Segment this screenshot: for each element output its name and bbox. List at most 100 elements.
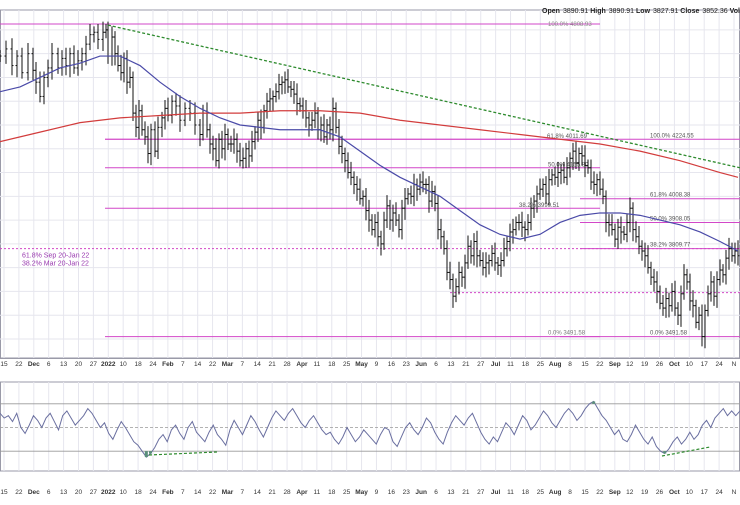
rsi-x-tick-label: 22 bbox=[596, 489, 604, 496]
price-x-tick-label: Feb bbox=[162, 361, 174, 368]
rsi-x-tick-label: 20 bbox=[75, 489, 83, 496]
price-panel-frame bbox=[0, 9, 740, 359]
rsi-x-tick-label: 26 bbox=[656, 489, 664, 496]
rsi-x-tick-label: 10 bbox=[120, 489, 128, 496]
rsi-x-tick-label: Jul bbox=[491, 489, 501, 496]
rsi-x-tick-label: Mar bbox=[222, 489, 234, 496]
high-value: 3890.91 bbox=[608, 8, 635, 15]
price-x-tick-label: 24 bbox=[149, 361, 157, 368]
price-x-tick-label: 19 bbox=[641, 361, 649, 368]
ma50-line bbox=[0, 55, 739, 252]
rsi-x-tick-label: Dec bbox=[28, 489, 40, 496]
price-x-tick-label: 11 bbox=[313, 361, 320, 368]
price-x-tick-label: 27 bbox=[477, 361, 485, 368]
rsi-x-tick-label: 28 bbox=[283, 489, 291, 496]
price-x-tick-label: 21 bbox=[462, 361, 470, 368]
close-value: 3852.36 bbox=[702, 8, 728, 15]
price-x-tick-label: 12 bbox=[626, 361, 634, 368]
rsi-x-tick-label: N bbox=[732, 489, 737, 496]
fib-label-set1: 38.2% 3999.51 bbox=[519, 203, 560, 209]
rsi-x-tick-label: 14 bbox=[254, 489, 262, 496]
price-x-tick-label: 16 bbox=[388, 361, 396, 368]
fib-label-set1: 61.8% 4011.69 bbox=[547, 134, 588, 140]
fib-label-set2: 61.8% 4008.38 bbox=[650, 193, 691, 199]
rsi-x-tick-label: 11 bbox=[507, 489, 514, 496]
rsi-x-tick-label: 27 bbox=[477, 489, 485, 496]
rsi-divergence-line bbox=[661, 446, 711, 457]
rsi-x-tick-label: 18 bbox=[134, 489, 142, 496]
rsi-x-tick-label: 24 bbox=[149, 489, 157, 496]
price-x-tick-label: 7 bbox=[241, 361, 245, 368]
rsi-x-tick-label: 6 bbox=[47, 489, 51, 496]
price-x-tick-label: Mar bbox=[222, 361, 234, 368]
high-label: High bbox=[590, 8, 606, 15]
fib-top-label: 100.0% 4808.93 bbox=[548, 22, 592, 28]
rsi-x-tick-label: 10 bbox=[686, 489, 694, 496]
price-x-tick-label: N bbox=[732, 361, 737, 368]
rsi-x-tick-label: 9 bbox=[375, 489, 379, 496]
price-x-tick-label: 7 bbox=[181, 361, 185, 368]
price-x-tick-label: 14 bbox=[254, 361, 262, 368]
rsi-x-tick-label: Oct bbox=[669, 489, 681, 496]
fib-label-set2: 38.2% 3809.77 bbox=[650, 243, 691, 249]
rsi-x-tick-label: Apr bbox=[296, 489, 308, 496]
price-x-tick-label: 17 bbox=[701, 361, 709, 368]
price-x-tick-label: 18 bbox=[328, 361, 336, 368]
rsi-x-tick-label: 18 bbox=[328, 489, 336, 496]
rsi-x-tick-label: 12 bbox=[626, 489, 634, 496]
rsi-x-tick-label: May bbox=[355, 489, 368, 496]
price-x-tick-label: 18 bbox=[134, 361, 142, 368]
rsi-x-tick-label: 27 bbox=[90, 489, 98, 496]
price-x-tick-label: 18 bbox=[522, 361, 530, 368]
price-x-tick-label: 22 bbox=[15, 361, 23, 368]
rsi-x-tick-label: 19 bbox=[641, 489, 649, 496]
price-x-tick-label: 6 bbox=[434, 361, 438, 368]
price-x-tick-label: Oct bbox=[669, 361, 681, 368]
left-annotation-line2: 38.2% Mar 20-Jan 22 bbox=[22, 261, 89, 268]
close-label: Close bbox=[680, 8, 700, 15]
open-value: 3890.91 bbox=[562, 8, 589, 15]
rsi-panel-frame bbox=[0, 381, 740, 472]
price-x-tick-label: Sep bbox=[609, 361, 621, 368]
price-x-tick-label: 13 bbox=[447, 361, 455, 368]
fib-label-set2: 50.0% 3908.05 bbox=[650, 216, 691, 222]
price-x-tick-label: 28 bbox=[283, 361, 291, 368]
rsi-x-tick-label: 17 bbox=[701, 489, 709, 496]
rsi-x-tick-label: 24 bbox=[715, 489, 723, 496]
rsi-x-tick-label: 21 bbox=[462, 489, 470, 496]
price-x-tick-label: 25 bbox=[537, 361, 545, 368]
price-x-tick-label: 27 bbox=[90, 361, 98, 368]
rsi-x-tick-label: 25 bbox=[537, 489, 545, 496]
price-x-tick-label: 6 bbox=[47, 361, 51, 368]
price-x-tick-label: 8 bbox=[568, 361, 572, 368]
rsi-x-tick-label: 16 bbox=[388, 489, 396, 496]
fib-label-set1: 50.0% 4155.80 bbox=[548, 163, 589, 169]
price-x-tick-label: 21 bbox=[269, 361, 277, 368]
ma200-line bbox=[0, 110, 739, 178]
price-x-tick-label: 23 bbox=[403, 361, 411, 368]
quote-bar: Open 3890.91 High 3890.91 Low 3827.91 Close… bbox=[542, 8, 740, 15]
rsi-x-tick-label: Sep bbox=[609, 489, 621, 496]
price-x-tick-label: 26 bbox=[656, 361, 664, 368]
rsi-x-tick-label: Jun bbox=[415, 489, 427, 496]
rsi-x-tick-label: 23 bbox=[403, 489, 411, 496]
low-value: 3827.91 bbox=[653, 8, 679, 15]
fib-label-set2: 100.0% 4224.55 bbox=[650, 133, 694, 139]
price-x-tick-label: 2022 bbox=[101, 361, 116, 368]
rsi-x-tick-label: 2022 bbox=[101, 489, 116, 496]
price-x-tick-label: 22 bbox=[596, 361, 604, 368]
open-label: Open bbox=[542, 8, 560, 15]
price-x-tick-label: 9 bbox=[375, 361, 379, 368]
rsi-x-tick-label: 11 bbox=[313, 489, 320, 496]
price-x-tick-label: 14 bbox=[194, 361, 202, 368]
rsi-x-tick-label: 13 bbox=[447, 489, 455, 496]
price-x-tick-label: Jul bbox=[491, 361, 501, 368]
rsi-x-tick-label: 25 bbox=[343, 489, 351, 496]
rsi-x-tick-label: 15 bbox=[0, 489, 8, 496]
rsi-x-tick-label: 15 bbox=[581, 489, 589, 496]
low-label: Low bbox=[636, 8, 651, 15]
price-x-tick-label: 11 bbox=[507, 361, 514, 368]
price-x-tick-label: 13 bbox=[60, 361, 68, 368]
